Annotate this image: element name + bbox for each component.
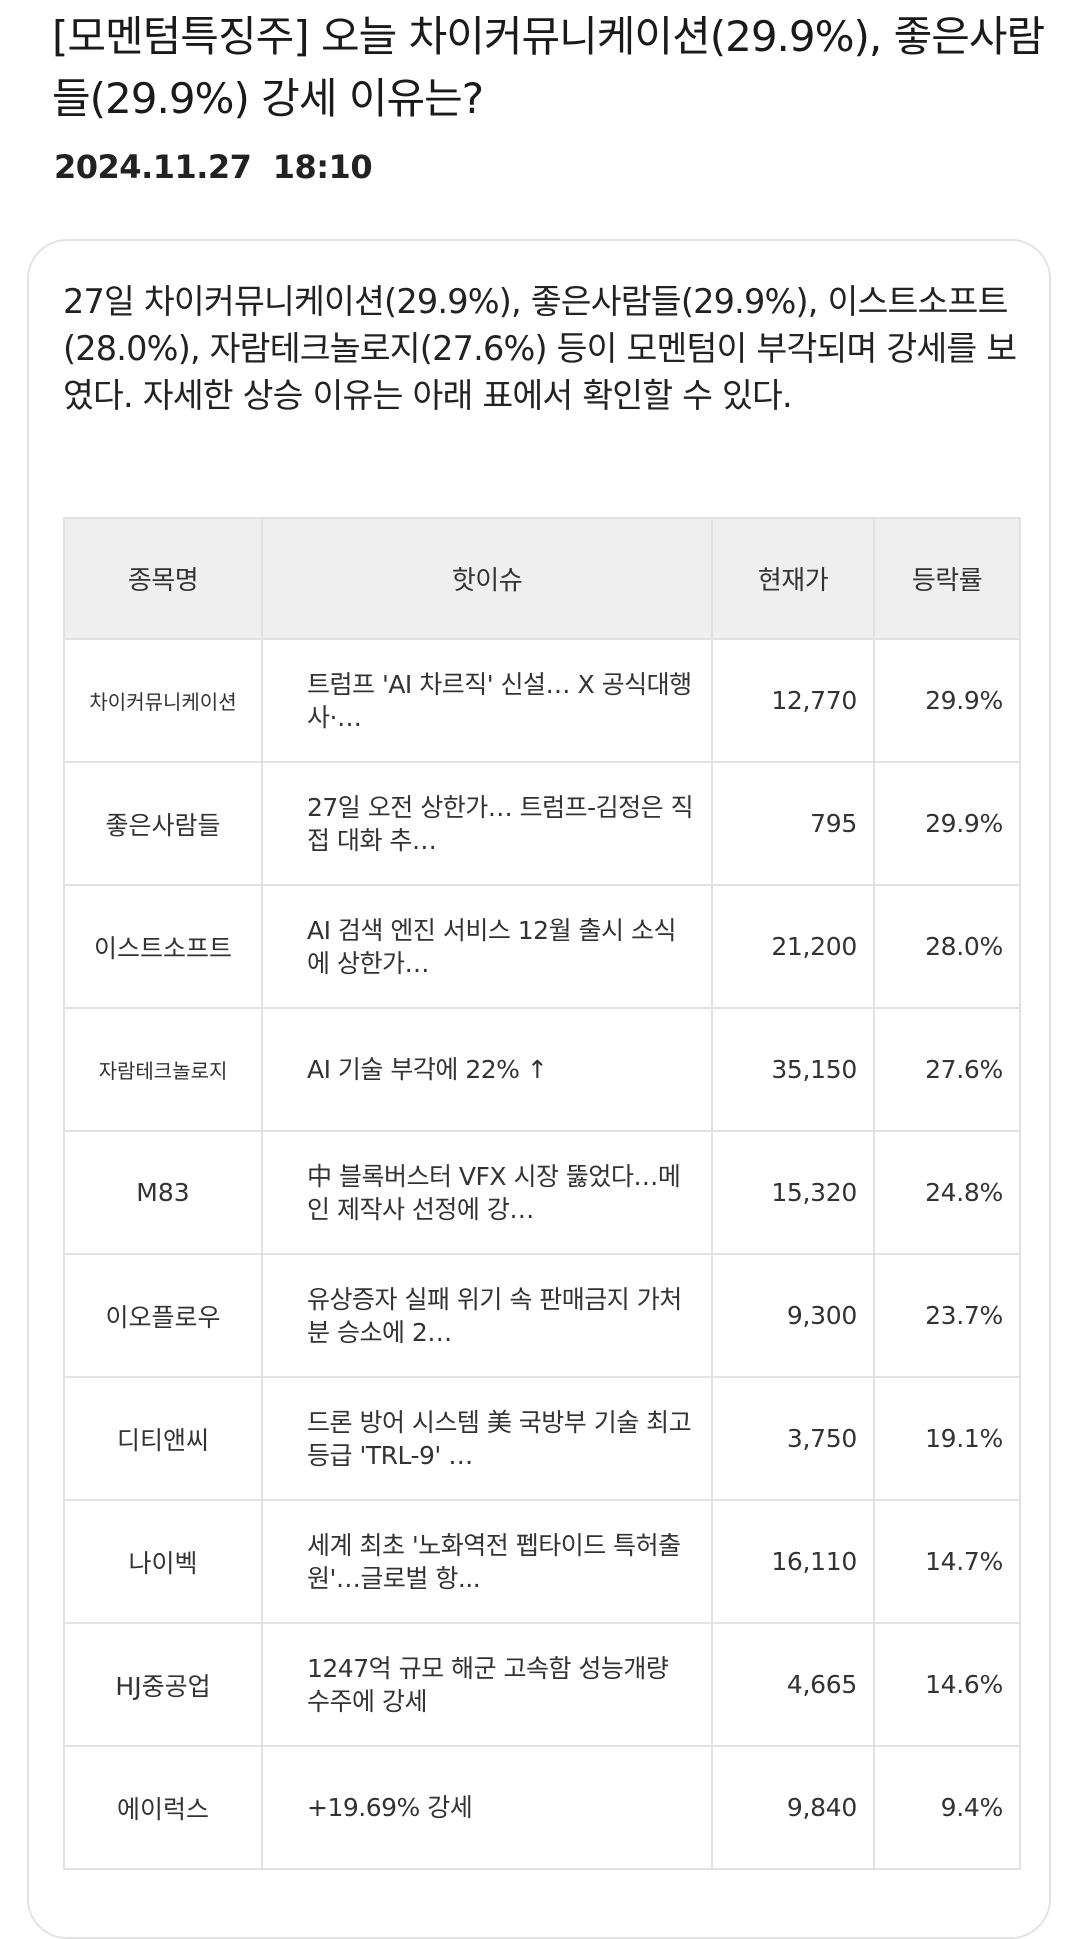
stock-issue-link[interactable]: 中 블록버스터 VFX 시장 뚫었다…메인 제작사 선정에 강… <box>261 1130 713 1255</box>
stock-name: 에이럭스 <box>63 1745 263 1870</box>
table-row: 좋은사람들 27일 오전 상한가… 트럼프-김정은 직접 대화 추… 795 2… <box>63 761 1021 886</box>
stock-change-rate: 24.8% <box>873 1130 1021 1255</box>
article-datetime: 2024.11.27 18:10 <box>54 148 373 186</box>
stock-issue-link[interactable]: AI 기술 부각에 22% ↑ <box>261 1007 713 1132</box>
stock-name: 좋은사람들 <box>63 761 263 886</box>
stock-change-rate: 27.6% <box>873 1007 1021 1132</box>
stock-table: 종목명 핫이슈 현재가 등락률 차이커뮤니케이션 트럼프 'AI 차르직' 신설… <box>63 517 1021 1870</box>
stock-change-rate: 29.9% <box>873 761 1021 886</box>
stock-issue-link[interactable]: AI 검색 엔진 서비스 12월 출시 소식에 상한가… <box>261 884 713 1009</box>
stock-issue-link[interactable]: 트럼프 'AI 차르직' 신설… X 공식대행사·… <box>261 638 713 763</box>
table-row: HJ중공업 1247억 규모 해군 고속함 성능개량 수주에 강세 4,665 … <box>63 1622 1021 1747</box>
table-row: 에이럭스 +19.69% 강세 9,840 9.4% <box>63 1745 1021 1870</box>
stock-price: 795 <box>711 761 875 886</box>
stock-issue-link[interactable]: +19.69% 강세 <box>261 1745 713 1870</box>
stock-name: 이스트소프트 <box>63 884 263 1009</box>
table-row: M83 中 블록버스터 VFX 시장 뚫었다…메인 제작사 선정에 강… 15,… <box>63 1130 1021 1255</box>
stock-name: 나이벡 <box>63 1499 263 1624</box>
stock-price: 35,150 <box>711 1007 875 1132</box>
stock-price: 15,320 <box>711 1130 875 1255</box>
stock-name: 이오플로우 <box>63 1253 263 1378</box>
stock-change-rate: 29.9% <box>873 638 1021 763</box>
stock-name: M83 <box>63 1130 263 1255</box>
stock-change-rate: 19.1% <box>873 1376 1021 1501</box>
stock-name: 자람테크놀로지 <box>63 1007 263 1132</box>
stock-name: 디티앤씨 <box>63 1376 263 1501</box>
table-row: 이오플로우 유상증자 실패 위기 속 판매금지 가처분 승소에 2… 9,300… <box>63 1253 1021 1378</box>
table-row: 나이벡 세계 최초 '노화역전 펩타이드 특허출원'…글로벌 항... 16,1… <box>63 1499 1021 1624</box>
stock-name: HJ중공업 <box>63 1622 263 1747</box>
stock-price: 9,840 <box>711 1745 875 1870</box>
table-row: 디티앤씨 드론 방어 시스템 美 국방부 기술 최고 등급 'TRL-9' … … <box>63 1376 1021 1501</box>
column-header-change: 등락률 <box>873 517 1021 640</box>
table-row: 차이커뮤니케이션 트럼프 'AI 차르직' 신설… X 공식대행사·… 12,7… <box>63 638 1021 763</box>
stock-price: 9,300 <box>711 1253 875 1378</box>
table-row: 이스트소프트 AI 검색 엔진 서비스 12월 출시 소식에 상한가… 21,2… <box>63 884 1021 1009</box>
stock-change-rate: 9.4% <box>873 1745 1021 1870</box>
stock-issue-link[interactable]: 27일 오전 상한가… 트럼프-김정은 직접 대화 추… <box>261 761 713 886</box>
stock-issue-link[interactable]: 유상증자 실패 위기 속 판매금지 가처분 승소에 2… <box>261 1253 713 1378</box>
stock-price: 12,770 <box>711 638 875 763</box>
stock-issue-link[interactable]: 드론 방어 시스템 美 국방부 기술 최고 등급 'TRL-9' … <box>261 1376 713 1501</box>
article-lead-paragraph: 27일 차이커뮤니케이션(29.9%), 좋은사람들(29.9%), 이스트소프… <box>63 282 1017 415</box>
table-header-row: 종목명 핫이슈 현재가 등락률 <box>63 517 1021 640</box>
column-header-name: 종목명 <box>63 517 263 640</box>
stock-change-rate: 14.7% <box>873 1499 1021 1624</box>
stock-change-rate: 23.7% <box>873 1253 1021 1378</box>
stock-change-rate: 14.6% <box>873 1622 1021 1747</box>
stock-issue-link[interactable]: 1247억 규모 해군 고속함 성능개량 수주에 강세 <box>261 1622 713 1747</box>
column-header-price: 현재가 <box>711 517 875 640</box>
column-header-issue: 핫이슈 <box>261 517 713 640</box>
stock-price: 21,200 <box>711 884 875 1009</box>
stock-price: 4,665 <box>711 1622 875 1747</box>
stock-change-rate: 28.0% <box>873 884 1021 1009</box>
table-row: 자람테크놀로지 AI 기술 부각에 22% ↑ 35,150 27.6% <box>63 1007 1021 1132</box>
stock-price: 3,750 <box>711 1376 875 1501</box>
stock-name: 차이커뮤니케이션 <box>63 638 263 763</box>
stock-price: 16,110 <box>711 1499 875 1624</box>
stock-issue-link[interactable]: 세계 최초 '노화역전 펩타이드 특허출원'…글로벌 항... <box>261 1499 713 1624</box>
article-headline: [모멘텀특징주] 오늘 차이커뮤니케이션(29.9%), 좋은사람들(29.9%… <box>52 12 1045 123</box>
